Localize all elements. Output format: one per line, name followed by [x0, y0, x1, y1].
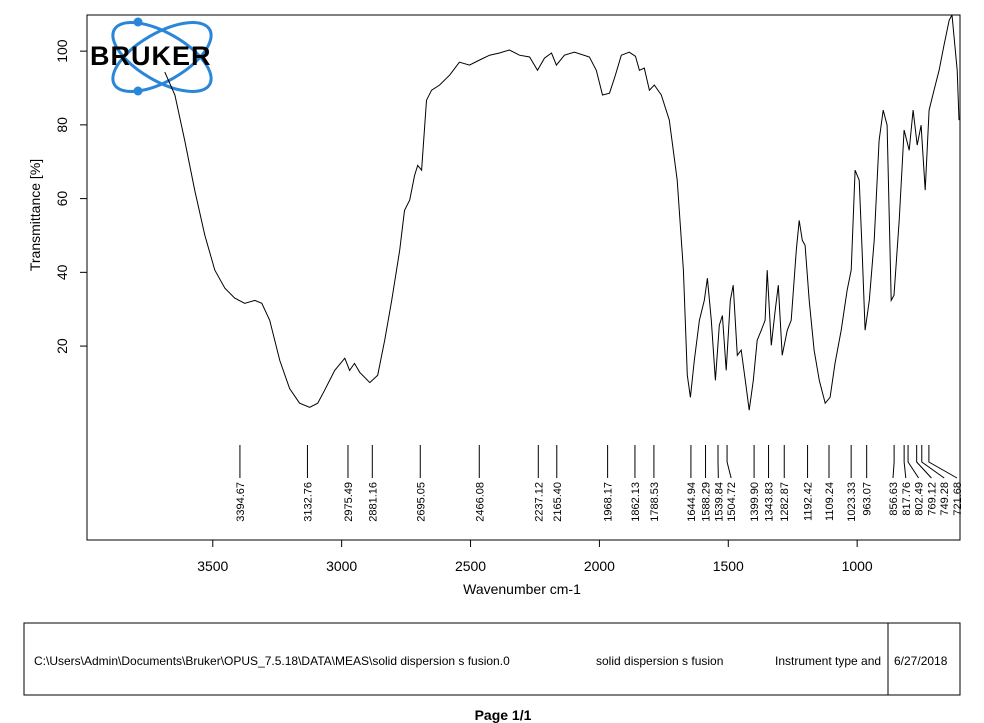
- plot-area: [164, 15, 960, 411]
- peak-label: 2695.05: [415, 482, 427, 522]
- peak-label: 963.07: [862, 482, 874, 516]
- peak-label: 802.49: [914, 482, 926, 516]
- peak-label: 1644.94: [686, 482, 698, 522]
- peak-label: 1504.72: [726, 482, 738, 522]
- x-tick-label: 3500: [197, 558, 228, 574]
- spectrum-line: [164, 15, 960, 411]
- peak-label: 1023.33: [846, 482, 858, 522]
- peak-label: 2881.16: [367, 482, 379, 522]
- logo-text: BRUKER: [90, 41, 212, 71]
- peak-marker: [726, 445, 732, 479]
- y-axis-label: Transmittance [%]: [27, 159, 43, 271]
- file-path: C:\Users\Admin\Documents\Bruker\OPUS_7.5…: [34, 654, 510, 668]
- plot-frame: [86, 14, 961, 541]
- x-tick-label: 1000: [842, 558, 873, 574]
- peak-label: 1788.53: [649, 482, 661, 522]
- logo-orbit: [111, 21, 213, 93]
- peak-marker: [903, 445, 907, 479]
- peak-label: 769.12: [926, 482, 938, 516]
- peak-label: 1192.42: [803, 482, 815, 521]
- peak-label: 1282.87: [779, 482, 791, 522]
- peak-label: 3132.76: [302, 482, 314, 522]
- peak-label: 2466.08: [474, 482, 486, 522]
- peak-label: 1588.29: [701, 482, 713, 522]
- page-number: Page 1/1: [475, 707, 532, 723]
- peak-label: 749.28: [939, 482, 951, 516]
- y-tick-label: 20: [54, 338, 70, 354]
- instrument: Instrument type and: [775, 654, 881, 668]
- peak-label: 2975.49: [343, 482, 355, 522]
- peak-label: 1399.90: [749, 482, 761, 522]
- sample-name: solid dispersion s fusion: [596, 654, 723, 668]
- y-tick-label: 100: [54, 39, 70, 63]
- peak-label: 1862.13: [630, 482, 642, 522]
- peak-marker: [921, 445, 945, 479]
- peak-label: 1539.84: [713, 482, 725, 522]
- peak-label: 721.68: [952, 482, 964, 516]
- x-tick-label: 2000: [584, 558, 615, 574]
- peak-label: 817.76: [901, 482, 913, 516]
- x-tick-label: 1500: [713, 558, 744, 574]
- logo: BRUKER: [90, 17, 213, 96]
- peak-label: 1109.24: [824, 482, 836, 521]
- logo-dot: [133, 86, 143, 96]
- peak-marker: [892, 445, 895, 479]
- peak-marker: [907, 445, 920, 479]
- peak-marker: [928, 445, 958, 479]
- peak-label: 2237.12: [533, 482, 545, 522]
- date: 6/27/2018: [894, 654, 948, 668]
- peak-label: 856.63: [888, 482, 900, 516]
- y-tick-label: 40: [54, 264, 70, 280]
- y-tick-label: 60: [54, 191, 70, 207]
- logo-orbit: [111, 21, 213, 93]
- footer-box: [23, 622, 961, 696]
- peak-marker: [916, 445, 932, 479]
- logo-dot: [133, 17, 143, 27]
- x-axis-label: Wavenumber cm-1: [463, 581, 581, 597]
- peak-label: 1343.83: [764, 482, 776, 522]
- peak-label: 2165.40: [552, 482, 564, 522]
- x-tick-label: 2500: [455, 558, 486, 574]
- peak-label: 3394.67: [235, 482, 247, 522]
- y-tick-label: 80: [54, 117, 70, 133]
- peak-label: 1968.17: [603, 482, 615, 522]
- x-tick-label: 3000: [326, 558, 357, 574]
- instrument-cell: Instrument type and: [775, 654, 881, 668]
